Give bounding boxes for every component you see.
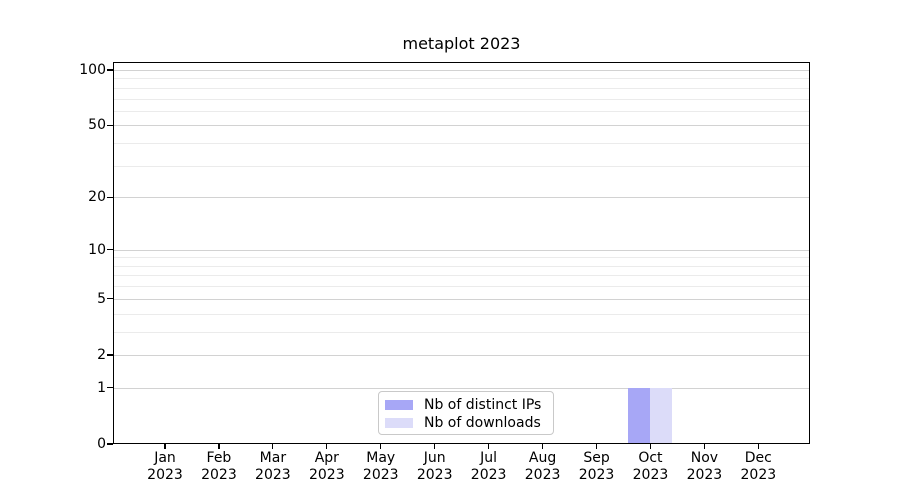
legend-item-downloads: Nb of downloads: [385, 414, 553, 432]
x-tick-label-feb: Feb 2023: [201, 450, 237, 483]
legend-swatch-downloads: [385, 418, 413, 428]
y-gridline-minor: [113, 98, 810, 100]
x-tick-mark: [272, 444, 274, 449]
y-tick-mark: [107, 249, 113, 251]
y-gridline-minor: [113, 78, 810, 80]
x-tick-label-jan: Jan 2023: [147, 450, 183, 483]
x-tick-label-dec: Dec 2023: [740, 450, 777, 483]
bar-oct-nb-of-distinct-ips: [628, 387, 651, 444]
x-tick-mark: [326, 444, 328, 449]
x-tick-mark: [595, 444, 598, 449]
chart-title: metaplot 2023: [402, 34, 521, 53]
y-gridline-major: [113, 70, 810, 71]
x-tick-label-aug: Aug 2023: [524, 450, 561, 483]
y-gridline-minor: [113, 110, 810, 112]
y-tick-label: 50: [88, 117, 106, 134]
x-tick-label-apr: Apr 2023: [308, 450, 345, 483]
legend-label-downloads: Nb of downloads: [424, 415, 541, 431]
x-tick-label-mar: Mar 2023: [255, 450, 291, 483]
y-tick-mark: [107, 387, 113, 389]
x-tick-label-sep: Sep 2023: [578, 450, 615, 483]
x-tick-mark: [541, 444, 544, 449]
x-tick-mark: [703, 444, 705, 449]
y-tick-mark: [107, 354, 113, 356]
x-tick-mark: [218, 444, 220, 449]
y-gridline-major: [113, 125, 810, 127]
legend-swatch-distinct-ips: [385, 400, 413, 410]
y-tick-label: 2: [97, 346, 106, 363]
x-tick-label-jul: Jul 2023: [470, 450, 507, 483]
y-gridline-minor: [113, 313, 810, 315]
y-gridline-minor: [113, 331, 810, 333]
y-gridline-major: [113, 387, 810, 389]
y-tick-label: 10: [88, 241, 106, 258]
y-tick-label: 100: [79, 62, 106, 78]
x-tick-label-may: May 2023: [362, 450, 399, 483]
bar-oct-nb-of-downloads: [650, 387, 673, 444]
x-tick-label-jun: Jun 2023: [416, 450, 453, 483]
y-tick-mark: [107, 196, 113, 198]
plot-area: [113, 62, 810, 444]
legend-label-distinct-ips: Nb of distinct IPs: [424, 397, 542, 413]
y-tick-mark: [107, 298, 113, 300]
legend: Nb of distinct IPs Nb of downloads: [378, 391, 554, 435]
y-tick-mark: [107, 124, 113, 126]
y-tick-mark: [107, 443, 113, 445]
y-gridline-major: [113, 197, 810, 199]
y-tick-label: 5: [97, 290, 106, 307]
x-tick-mark: [488, 444, 490, 449]
y-gridline-minor: [113, 286, 810, 288]
x-tick-label-nov: Nov 2023: [686, 450, 723, 483]
y-gridline-minor: [113, 265, 810, 267]
y-tick-label: 20: [88, 189, 106, 206]
y-tick-label: 0: [97, 436, 106, 452]
x-tick-mark: [164, 444, 166, 449]
y-gridline-minor: [113, 165, 810, 167]
y-tick-label: 1: [97, 379, 106, 396]
x-tick-mark: [380, 444, 382, 449]
x-tick-mark: [757, 444, 759, 449]
legend-item-distinct-ips: Nb of distinct IPs: [385, 396, 553, 414]
x-tick-mark: [434, 444, 436, 449]
x-tick-mark: [649, 444, 652, 449]
y-gridline-minor: [113, 143, 810, 145]
y-gridline-major: [113, 298, 810, 300]
y-gridline-major: [113, 249, 810, 251]
y-gridline-major: [113, 354, 810, 356]
y-gridline-minor: [113, 275, 810, 277]
y-gridline-minor: [113, 257, 810, 259]
y-tick-mark: [107, 69, 113, 71]
plot-frame: [113, 62, 810, 444]
x-tick-label-oct: Oct 2023: [632, 450, 669, 483]
y-gridline-minor: [113, 87, 810, 89]
